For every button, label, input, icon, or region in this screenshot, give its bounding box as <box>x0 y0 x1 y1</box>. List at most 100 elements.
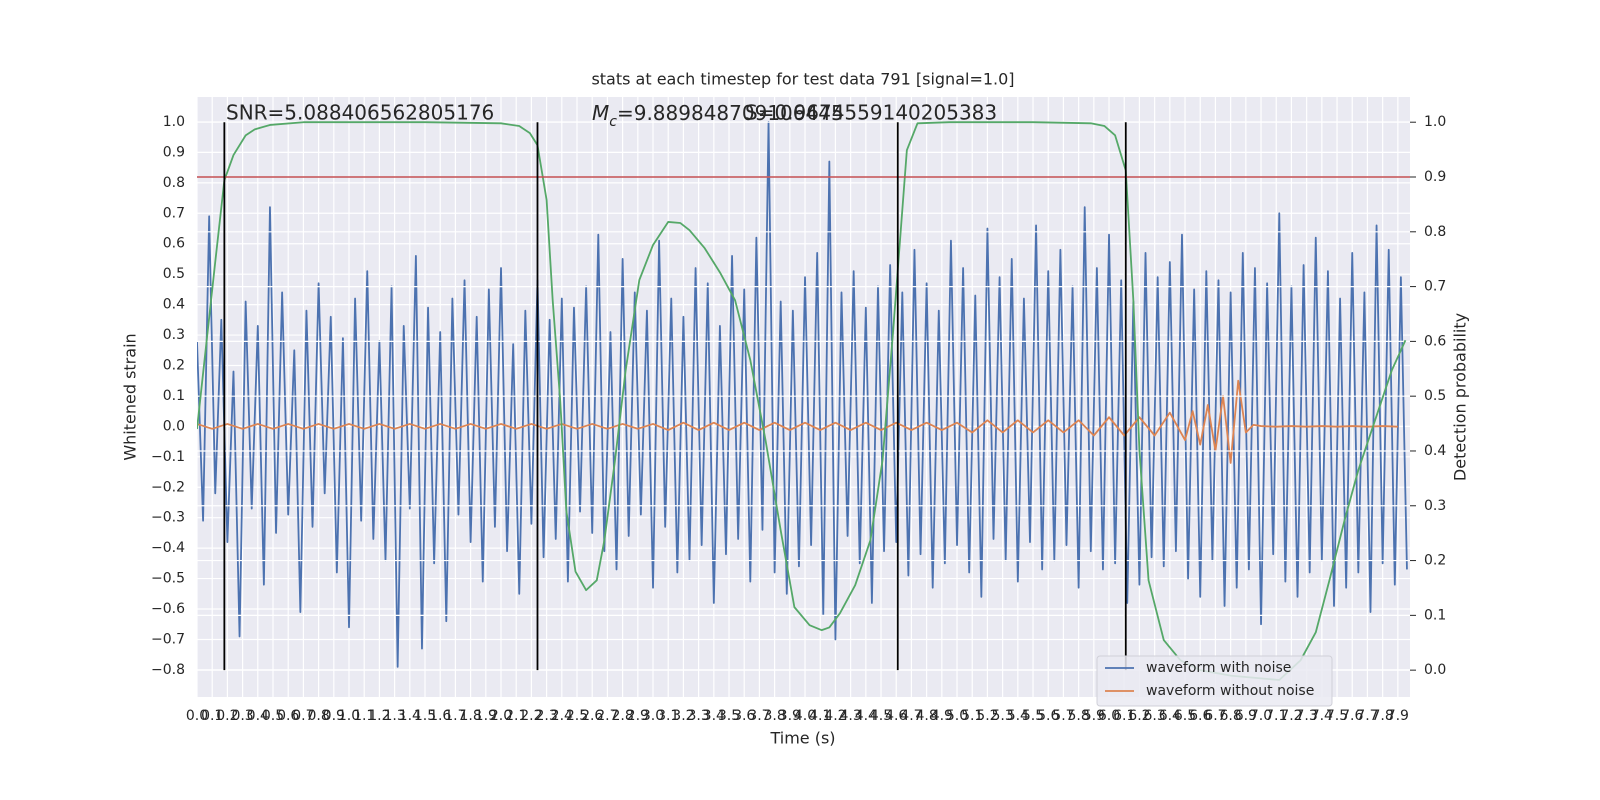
x-tick-label: 3.8 <box>763 708 785 724</box>
x-tick-label: 6.1 <box>1113 708 1135 724</box>
x-tick-label: 2.9 <box>627 708 649 724</box>
x-tick-label: 4.5 <box>870 708 892 724</box>
x-tick-label: 1.6 <box>429 708 451 724</box>
y-tick-label: −0.2 <box>151 479 185 495</box>
x-tick-label: 7.6 <box>1341 708 1363 724</box>
x-tick-label: 0.9 <box>323 708 345 724</box>
x-tick-label: 7.8 <box>1372 708 1394 724</box>
y2-tick-label: 0.5 <box>1424 388 1446 404</box>
x-tick-label: 5.9 <box>1083 708 1105 724</box>
x-tick-label: 2.7 <box>596 708 618 724</box>
y-tick-label: 0.3 <box>163 327 185 343</box>
annotation-symbol: M <box>592 101 609 125</box>
legend-box <box>1096 655 1333 707</box>
x-tick-label: 1.4 <box>399 708 421 724</box>
x-tick-label: 5.7 <box>1052 708 1074 724</box>
y2-tick-label: 0.9 <box>1424 169 1446 185</box>
y-tick-label: 0.1 <box>163 388 185 404</box>
x-tick-label: 6.9 <box>1235 708 1257 724</box>
annotation: Mc=9.889848709106445 <box>592 101 844 131</box>
y2-tick-label: 0.7 <box>1424 279 1446 295</box>
x-tick-label: 1.5 <box>414 708 436 724</box>
y2-axis-label: Detection probability <box>1451 313 1470 481</box>
x-tick-label: 2.2 <box>520 708 542 724</box>
x-tick-label: 6.4 <box>1159 708 1181 724</box>
x-tick-label: 3.4 <box>703 708 725 724</box>
x-tick-label: 4.1 <box>809 708 831 724</box>
x-tick-label: 1.3 <box>383 708 405 724</box>
y2-tick-label: 0.4 <box>1424 443 1446 459</box>
x-tick-label: 5.5 <box>1022 708 1044 724</box>
x-tick-label: 3.5 <box>718 708 740 724</box>
x-tick-label: 7.1 <box>1265 708 1287 724</box>
x-tick-label: 0.8 <box>307 708 329 724</box>
x-tick-label: 5.1 <box>961 708 983 724</box>
x-tick-label: 6.8 <box>1220 708 1242 724</box>
x-tick-label: 5.0 <box>946 708 968 724</box>
legend-label: waveform with noise <box>1146 660 1291 676</box>
x-tick-label: 7.0 <box>1250 708 1272 724</box>
x-tick-label: 0.3 <box>231 708 253 724</box>
y-tick-label: 0.6 <box>163 236 185 252</box>
x-tick-label: 6.2 <box>1128 708 1150 724</box>
x-tick-label: 0.7 <box>292 708 314 724</box>
x-tick-label: 1.2 <box>368 708 390 724</box>
x-tick-label: 5.4 <box>1007 708 1029 724</box>
x-tick-label: 7.3 <box>1296 708 1318 724</box>
x-tick-label: 3.9 <box>779 708 801 724</box>
x-tick-label: 1.7 <box>444 708 466 724</box>
legend: waveform with noise waveform without nois… <box>1096 655 1333 707</box>
chart-title: stats at each timestep for test data 791… <box>591 70 1014 89</box>
x-tick-label: 3.7 <box>748 708 770 724</box>
x-tick-label: 0.5 <box>262 708 284 724</box>
x-tick-label: 6.0 <box>1098 708 1120 724</box>
x-tick-label: 3.2 <box>672 708 694 724</box>
y-tick-label: −0.5 <box>151 571 185 587</box>
x-tick-label: 4.8 <box>915 708 937 724</box>
x-tick-label: 2.5 <box>566 708 588 724</box>
x-axis-label: Time (s) <box>769 729 835 748</box>
y2-tick-label: 0.3 <box>1424 498 1446 514</box>
x-tick-label: 0.0 <box>186 708 208 724</box>
y-tick-label: −0.7 <box>151 631 185 647</box>
x-tick-label: 4.6 <box>885 708 907 724</box>
grid-secondary <box>197 121 1410 671</box>
x-tick-label: 2.3 <box>535 708 557 724</box>
annotation: SNR=5.088406562805176 <box>226 101 494 125</box>
y-tick-label: 0.5 <box>163 266 185 282</box>
x-tick-label: 6.7 <box>1204 708 1226 724</box>
x-tick-label: 6.6 <box>1189 708 1211 724</box>
x-tick-label: 4.2 <box>824 708 846 724</box>
y2-tick-label: 0.8 <box>1424 224 1446 240</box>
y2-tick-label: 0.2 <box>1424 553 1446 569</box>
x-tick-label: 5.8 <box>1067 708 1089 724</box>
legend-label: waveform without noise <box>1146 683 1314 699</box>
x-tick-label: 1.8 <box>459 708 481 724</box>
ticks: 0.00.10.20.30.40.50.60.70.80.91.01.11.21… <box>151 114 1446 724</box>
y-tick-label: 0.4 <box>163 297 185 313</box>
y-tick-label: −0.4 <box>151 540 185 556</box>
y2-tick-label: 0.1 <box>1424 607 1446 623</box>
y-tick-label: −0.6 <box>151 601 185 617</box>
x-tick-label: 1.9 <box>475 708 497 724</box>
x-tick-label: 3.3 <box>687 708 709 724</box>
x-tick-label: 0.6 <box>277 708 299 724</box>
x-tick-label: 3.0 <box>642 708 664 724</box>
x-tick-label: 4.9 <box>931 708 953 724</box>
x-tick-label: 3.6 <box>733 708 755 724</box>
y-tick-label: −0.1 <box>151 449 185 465</box>
x-tick-label: 6.3 <box>1143 708 1165 724</box>
y2-tick-label: 1.0 <box>1424 114 1446 130</box>
y-axis-label: Whitened strain <box>121 333 140 460</box>
x-tick-label: 5.2 <box>976 708 998 724</box>
x-tick-label: 4.4 <box>855 708 877 724</box>
annotation-subscript: c <box>609 114 617 130</box>
y-tick-label: 0.8 <box>163 175 185 191</box>
y-tick-label: 0.9 <box>163 144 185 160</box>
x-tick-label: 2.4 <box>551 708 573 724</box>
y-tick-label: 0.2 <box>163 357 185 373</box>
x-tick-label: 7.7 <box>1356 708 1378 724</box>
x-tick-label: 5.3 <box>991 708 1013 724</box>
y-tick-label: 0.0 <box>163 418 185 434</box>
